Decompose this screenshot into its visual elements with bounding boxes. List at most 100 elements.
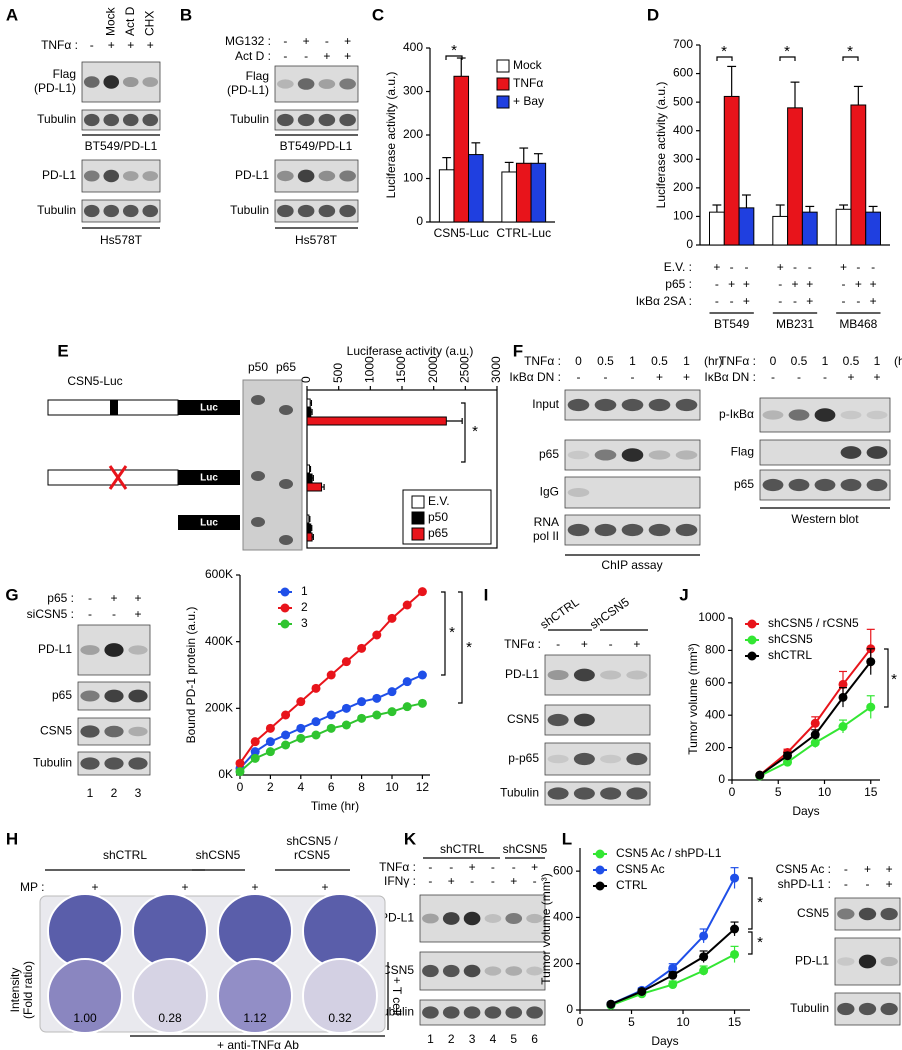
caption: ChIP assay [601,558,662,572]
data-point [699,931,709,941]
data-point [866,657,876,667]
group-label: shCSN5 / [286,834,338,848]
blot-band [80,725,100,738]
legend-label: 2 [301,600,308,614]
x-tick-label: 5 [775,785,782,799]
data-point [783,751,792,761]
y-axis-title: Luciferase activity (a.u.) [654,82,668,209]
lane-number: 5 [510,1032,517,1046]
row-label: PD-L1 [235,168,269,182]
x-tick-label: CTRL-Luc [496,226,551,240]
row-label: PD-L1 [42,168,76,182]
condition-label: IκBα DN : [509,370,561,384]
legend-label: Mock [513,58,543,72]
condition-sign: 0.5 [597,354,614,368]
intensity-value: 0.32 [328,1011,352,1025]
significance-label: * [891,671,897,688]
data-point [606,999,616,1009]
data-point [357,697,367,707]
significance-bracket [779,56,796,61]
condition-label: IκBα DN : [704,370,756,384]
x-tick-label: 8 [358,780,365,794]
gel-band [279,479,293,489]
condition-sign: - [112,607,116,621]
bar [306,473,313,483]
condition-sign: + [147,38,154,52]
condition-sign: - [325,34,329,48]
x-tick-label: 10 [818,785,832,799]
x-tick-label: 15 [728,1015,742,1029]
condition-sign: + [134,607,141,621]
panel-letter: I [484,585,489,604]
series-line [759,648,872,776]
condition-sign: + [531,860,538,874]
blot-band [547,713,569,727]
x-tick-label: MB468 [839,317,877,331]
condition-label: IκBα 2SA : [636,294,692,308]
data-point [341,720,351,730]
legend-swatch [411,495,425,509]
legend-label: TNFα [513,76,543,90]
y-axis-title: Tumor volume (mm³) [539,873,553,985]
legend-marker [595,865,605,875]
legend-label: 3 [301,616,308,630]
data-point [250,737,260,747]
condition-sign: + [743,294,750,308]
blot-band [573,787,595,800]
blot-band [600,754,622,764]
blot-band [277,170,294,182]
blot-band [128,689,148,703]
condition-sign: 0.5 [791,354,808,368]
data-point [311,717,321,727]
condition-sign: + [344,49,351,63]
well [217,893,293,969]
legend-label: E.V. [428,494,450,508]
intensity-value: 1.00 [73,1011,97,1025]
row-label: PD-L1 [380,911,414,925]
data-point [417,587,427,597]
blot [544,781,651,806]
blot-band [858,907,877,921]
data-point [326,670,336,680]
data-point [810,738,820,748]
condition-label: IFNγ : [384,874,416,888]
blot-band [840,446,862,459]
condition-sign: + [886,862,893,876]
lane-number: 4 [490,1032,497,1046]
x-tick-label: 5 [628,1015,635,1029]
blot-band [339,170,356,182]
blot-band [600,670,622,680]
y-axis-title: Bound PD-1 protein (a.u.) [184,607,198,744]
row-label: p-IκBα [719,407,754,421]
data-point [387,707,397,717]
blot-band [463,964,481,978]
condition-sign: 1 [683,354,690,368]
blot-band [594,523,617,537]
legend-label: shCTRL [768,648,812,662]
y-tick-label: 600 [705,675,725,689]
cell-line-label: BT549/PD-L1 [280,139,353,153]
condition-label: CSN5 Ac : [776,862,831,876]
condition-sign: + [728,277,735,291]
row-label: PD-L1 [795,954,829,968]
lane-label: Act D [123,6,137,36]
blot-band [297,78,315,90]
condition-sign: - [856,294,860,308]
row-label: p65 [52,688,72,702]
blot-band [788,409,810,421]
blot-band [762,478,784,492]
legend-swatch [496,95,510,109]
data-point [250,747,260,757]
blot [81,109,161,131]
x-axis-title: Time (hr) [311,799,359,813]
reporter-label: Luc [200,473,218,484]
blot-band [547,669,569,681]
blot-band [104,725,124,738]
x-axis-title: Days [651,1034,678,1048]
group-label: rCSN5 [294,848,330,862]
blot-band [866,446,888,459]
condition-label: E.V. : [664,260,692,274]
lane-number: 3 [469,1032,476,1046]
data-point [296,733,306,743]
data-point [866,702,876,712]
